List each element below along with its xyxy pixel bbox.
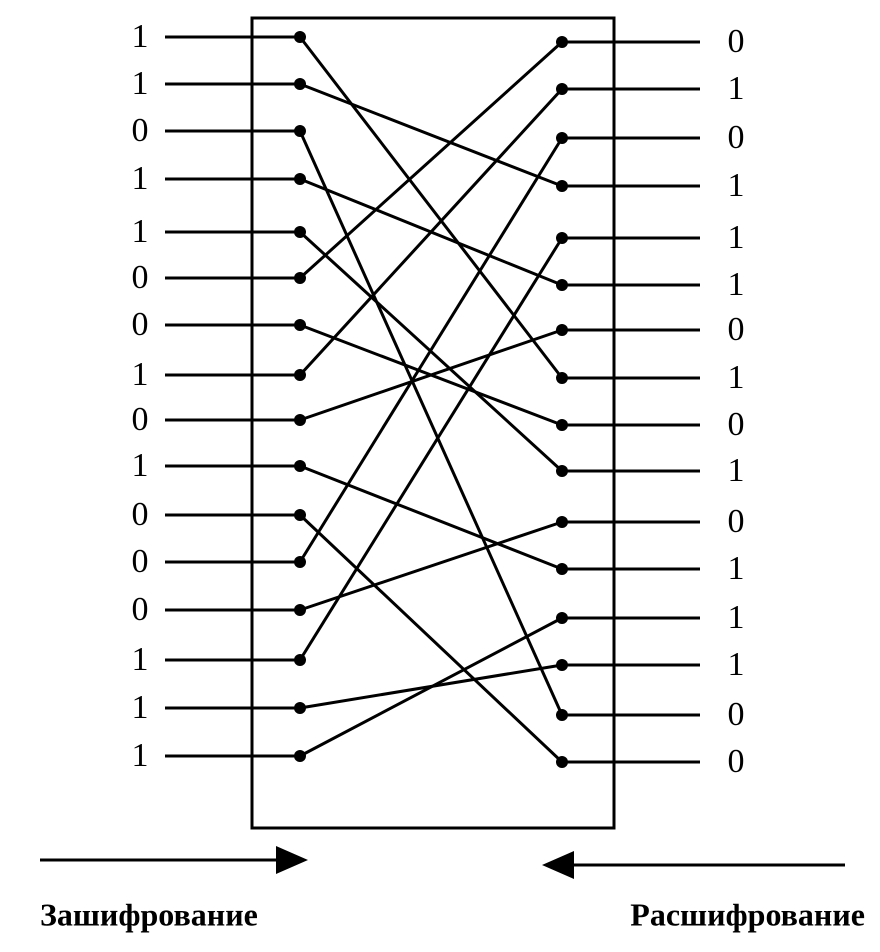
output-node bbox=[556, 324, 568, 336]
encrypt-label: Зашифрование bbox=[40, 896, 258, 932]
output-bit: 0 bbox=[728, 23, 745, 60]
input-node bbox=[294, 173, 306, 185]
input-node bbox=[294, 414, 306, 426]
input-bit: 1 bbox=[132, 160, 149, 197]
output-bit: 1 bbox=[728, 646, 745, 683]
input-node bbox=[294, 556, 306, 568]
output-node bbox=[556, 372, 568, 384]
output-bit: 0 bbox=[728, 503, 745, 540]
wire bbox=[298, 513, 564, 764]
output-node bbox=[556, 465, 568, 477]
output-bit: 1 bbox=[728, 452, 745, 489]
input-bit: 1 bbox=[132, 447, 149, 484]
output-node bbox=[556, 709, 568, 721]
output-bit: 0 bbox=[728, 311, 745, 348]
input-bit: 1 bbox=[132, 641, 149, 678]
input-node bbox=[294, 509, 306, 521]
input-node bbox=[294, 369, 306, 381]
wire bbox=[299, 616, 563, 758]
wire bbox=[298, 130, 564, 716]
output-bit: 0 bbox=[728, 696, 745, 733]
decrypt-label: Расшифрование bbox=[630, 896, 865, 932]
wire bbox=[298, 40, 564, 280]
input-node bbox=[294, 654, 306, 666]
input-node bbox=[294, 604, 306, 616]
input-bit: 0 bbox=[132, 306, 149, 343]
decrypt-arrowhead bbox=[542, 851, 574, 879]
input-bit: 0 bbox=[132, 401, 149, 438]
input-bit: 0 bbox=[132, 259, 149, 296]
output-bit: 1 bbox=[728, 219, 745, 256]
input-bit: 1 bbox=[132, 737, 149, 774]
wire bbox=[298, 137, 564, 563]
output-bit: 1 bbox=[728, 599, 745, 636]
wire bbox=[299, 464, 563, 571]
wire bbox=[298, 87, 564, 377]
wire bbox=[299, 82, 563, 188]
output-node bbox=[556, 563, 568, 575]
permutation-box bbox=[250, 16, 616, 830]
output-bit: 1 bbox=[728, 550, 745, 587]
output-bit: 1 bbox=[728, 167, 745, 204]
output-node bbox=[556, 279, 568, 291]
output-node bbox=[556, 36, 568, 48]
output-bit: 0 bbox=[728, 406, 745, 443]
wire bbox=[299, 328, 563, 422]
input-bit: 1 bbox=[132, 65, 149, 102]
input-node bbox=[294, 78, 306, 90]
wire bbox=[298, 36, 564, 379]
input-node bbox=[294, 702, 306, 714]
input-node bbox=[294, 31, 306, 43]
output-node bbox=[556, 419, 568, 431]
output-node bbox=[556, 516, 568, 528]
output-bit: 0 bbox=[728, 119, 745, 156]
wire bbox=[298, 237, 564, 661]
input-bit: 1 bbox=[132, 18, 149, 55]
output-bit: 1 bbox=[728, 266, 745, 303]
input-bit: 0 bbox=[132, 591, 149, 628]
input-node bbox=[294, 319, 306, 331]
input-bit: 0 bbox=[132, 543, 149, 580]
input-bit: 1 bbox=[132, 689, 149, 726]
output-node bbox=[556, 132, 568, 144]
output-node bbox=[556, 612, 568, 624]
output-node bbox=[556, 83, 568, 95]
input-node bbox=[294, 750, 306, 762]
output-node bbox=[556, 659, 568, 671]
output-bit: 1 bbox=[728, 70, 745, 107]
input-node bbox=[294, 460, 306, 472]
input-bit: 1 bbox=[132, 356, 149, 393]
input-node bbox=[294, 226, 306, 238]
input-bit: 0 bbox=[132, 496, 149, 533]
input-bit: 1 bbox=[132, 213, 149, 250]
input-node bbox=[294, 125, 306, 137]
output-node bbox=[556, 232, 568, 244]
input-node bbox=[294, 272, 306, 284]
output-node bbox=[556, 180, 568, 192]
output-bit: 0 bbox=[728, 743, 745, 780]
wire bbox=[299, 520, 563, 612]
output-node bbox=[556, 756, 568, 768]
output-bit: 1 bbox=[728, 359, 745, 396]
encrypt-arrowhead bbox=[276, 846, 308, 874]
input-bit: 0 bbox=[132, 112, 149, 149]
